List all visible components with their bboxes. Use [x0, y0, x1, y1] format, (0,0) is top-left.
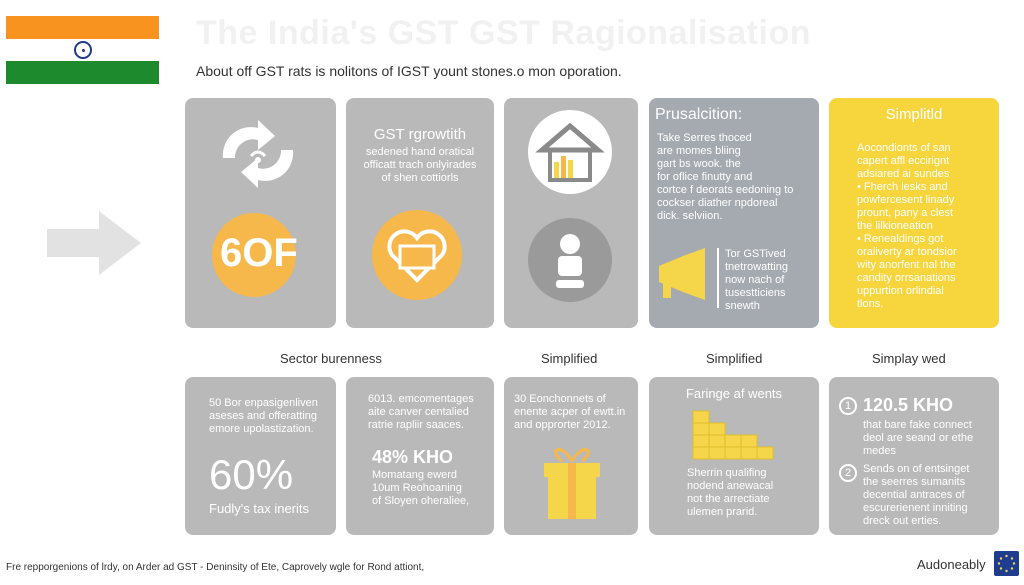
- divider: [717, 248, 719, 308]
- card-text2-3: now nach of: [725, 274, 785, 286]
- stacked-blocks-icon: [692, 410, 774, 460]
- percent-badge-text: 6OF: [220, 231, 298, 275]
- card-text-10: wity anorfent nal the: [857, 259, 956, 271]
- big-stat: 60%: [209, 451, 294, 498]
- card-text-7: dick. selviion.: [657, 210, 723, 222]
- card-text-9: oraliverty ar tondsior: [857, 246, 957, 258]
- step-2-text-5: dreck out erties.: [863, 515, 942, 527]
- card-text-3: of shen cottiorls: [381, 172, 459, 184]
- card-caption-3: not the arrectiate: [687, 493, 770, 505]
- ashoka-chakra-icon: [74, 40, 92, 59]
- card-text-2: aite canver centalied: [368, 406, 469, 418]
- card-faringe: Faringe af wents Sherrin qualifing noden…: [649, 377, 819, 535]
- house-chart-icon: [528, 110, 612, 194]
- card-text-8: • Renealdings got: [857, 233, 944, 245]
- megaphone-icon: [659, 248, 705, 300]
- card-caption-2: 10um Reohoaning: [372, 482, 462, 494]
- card-title: Faringe af wents: [685, 386, 783, 401]
- card-gift: 30 Eonchonnets of enente acper of ewtt.i…: [504, 377, 638, 535]
- card-text-3: emore upolastization.: [209, 423, 314, 435]
- gift-box-icon: [544, 448, 600, 519]
- footer-text: Fre repporgenions of lrdy, on Arder ad G…: [6, 562, 425, 573]
- section-label-3: Simplified: [706, 351, 763, 366]
- card-sector-top: 6OF: [185, 98, 336, 328]
- card-text-12: uppurtion orlindial: [857, 285, 944, 297]
- step-1-text-2: deol are seand or ethe: [863, 432, 974, 444]
- card-title: Prusalcition:: [655, 106, 743, 123]
- card-text-2: enente acper of ewtt.in: [514, 406, 626, 418]
- page-title: The India's GST GST Ragionalisation: [196, 14, 811, 52]
- card-caption-3: of Sloyen oheraliee,: [372, 495, 470, 507]
- card-text-3: adsiared ai sundes: [857, 168, 950, 180]
- section-label-2: Simplified: [541, 351, 598, 366]
- card-text2-1: Tor GSTived: [725, 248, 786, 260]
- card-text-1: sedened hand oratical: [365, 146, 475, 158]
- card-text-6: cockser diather npdoreal: [657, 197, 778, 209]
- card-prusalcition: Prusalcition: Take Serres thoced are mom…: [649, 98, 819, 328]
- card-caption-1: Sherrin qualifing: [687, 467, 767, 479]
- step-1-text-3: medes: [863, 445, 897, 457]
- card-stats-48: 6013. emcomentages aite canver centalied…: [346, 377, 494, 535]
- step-number-1: 1: [839, 397, 857, 415]
- step-2-text-4: escurerienent inniting: [863, 502, 968, 514]
- card-text-2: are momes bliing: [657, 145, 741, 157]
- card-text-1: Aocondionts of san: [857, 142, 951, 154]
- step-number-2: 2: [839, 464, 857, 482]
- step-2-text-3: decential antraces of: [863, 489, 965, 501]
- card-text-2: capert affl eccirignt: [857, 155, 950, 167]
- section-label-1: Sector burenness: [280, 351, 382, 366]
- card-title: Simplitld: [885, 106, 943, 123]
- card-text2-4: tusestticiens: [725, 287, 786, 299]
- card-text-4: • Fherch lesks and: [857, 181, 948, 193]
- card-text-2: officatt trach onlyirades: [363, 159, 477, 171]
- card-text-4: for oflice finutty and: [657, 171, 753, 183]
- card-text-3: and opprorter 2012.: [514, 419, 611, 431]
- card-text-5: cortce f deorats eedoning to: [657, 184, 794, 196]
- card-text-6: prount, pany a clest: [857, 207, 954, 219]
- card-text-13: tlons.: [857, 298, 884, 310]
- card-text-1: 6013. emcomentages: [368, 393, 474, 405]
- card-text-1: Take Serres thoced: [657, 132, 752, 144]
- step-1-heading: 120.5 KHO: [863, 395, 954, 415]
- card-caption: Fudly's tax inerits: [209, 501, 310, 516]
- card-text-3: ratrie rapliir saaces.: [368, 419, 464, 431]
- brand-name: Audoneably: [917, 557, 986, 572]
- card-text2-5: snewth: [725, 300, 760, 312]
- card-housing: [504, 98, 638, 328]
- india-flag-image: [6, 16, 159, 84]
- heart-laptop-icon: [372, 210, 462, 300]
- card-simplay-wed: 1 120.5 KHO that bare fake connect deol …: [829, 377, 999, 535]
- card-sector-bottom: 50 Bor enpasigenliven aseses and offerat…: [185, 377, 336, 535]
- section-label-4: Simplay wed: [872, 351, 946, 366]
- percent-badge-icon: 6OF: [212, 213, 298, 297]
- card-text-5: powfercesent linady: [857, 194, 955, 206]
- card-caption-4: ulemen prarid.: [687, 506, 758, 518]
- card-caption-1: Momatang ewerd: [372, 469, 457, 481]
- step-2-text-2: the seerres sumanits: [863, 476, 966, 488]
- card-text-1: 50 Bor enpasigenliven: [209, 397, 318, 409]
- sync-arrows-icon: [222, 120, 294, 188]
- user-chair-icon: [528, 218, 612, 302]
- card-simplitld: Simplitld Aocondionts of san capert affl…: [829, 98, 999, 328]
- page-subtitle: About off GST rats is nolitons of IGST y…: [196, 63, 622, 79]
- card-text-1: 30 Eonchonnets of: [514, 393, 606, 405]
- card-text2-2: tnetrowatting: [725, 261, 788, 273]
- step-1-text-1: that bare fake connect: [863, 419, 972, 431]
- card-text-7: the lilkioneation: [857, 220, 933, 232]
- step-2-text-1: Sends on of entsinget: [863, 463, 970, 475]
- eu-flag-logo-icon: [994, 551, 1019, 576]
- card-text-11: candity orrsanations: [857, 272, 956, 284]
- card-gst-growth: GST rgrowtith sedened hand oratical offi…: [346, 98, 494, 328]
- card-title: GST rgrowtith: [373, 126, 467, 143]
- big-stat: 48% KHO: [372, 447, 454, 467]
- right-arrow-icon: [47, 211, 141, 275]
- card-text-3: gart bs wook. the: [657, 158, 741, 170]
- card-caption-2: nodend anewacal: [687, 480, 774, 492]
- card-text-2: aseses and offeratting: [209, 410, 318, 422]
